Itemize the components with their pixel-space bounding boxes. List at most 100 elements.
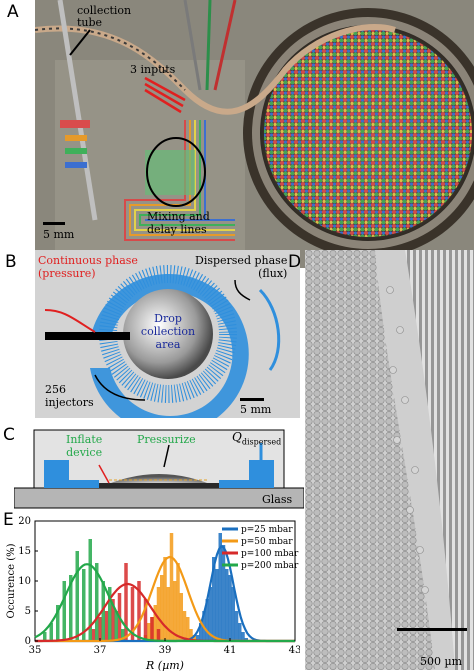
bar-3-9 bbox=[101, 581, 105, 641]
bar-1-6 bbox=[163, 557, 167, 641]
y-tick-label: 0 bbox=[25, 636, 31, 647]
panel-a-label: A bbox=[7, 2, 19, 22]
bar-0-14 bbox=[241, 632, 245, 641]
panel-d-micrograph bbox=[305, 250, 474, 670]
bar-0-13 bbox=[238, 623, 242, 641]
annotation-glass: Glass bbox=[262, 493, 293, 506]
x-ticks: 35 37 39 41 43 bbox=[29, 638, 300, 656]
annotation-pressurize: Pressurize bbox=[137, 433, 196, 446]
panel-a bbox=[35, 0, 474, 268]
bar-2-5 bbox=[124, 563, 128, 641]
panel-e-label: E bbox=[3, 510, 14, 530]
bar-1-14 bbox=[189, 629, 193, 641]
bar-3-8 bbox=[95, 563, 99, 641]
legend: p=25 mbar p=50 mbar p=100 mbar p=200 mbar bbox=[222, 525, 299, 571]
bar-3-11 bbox=[114, 611, 118, 641]
bar-0-10 bbox=[228, 575, 232, 641]
legend-label-2: p=100 mbar bbox=[241, 549, 299, 559]
bar-0-9 bbox=[225, 569, 229, 641]
x-tick-label: 37 bbox=[94, 645, 107, 656]
annotation-a-scale: 5 mm bbox=[43, 228, 75, 241]
bar-3-1 bbox=[49, 623, 53, 641]
bar-1-11 bbox=[179, 593, 183, 641]
bar-2-8 bbox=[143, 599, 148, 641]
panel-b-label: B bbox=[5, 252, 17, 272]
legend-label-1: p=50 mbar bbox=[241, 537, 293, 547]
bar-2-3 bbox=[111, 599, 115, 641]
bar-0-0 bbox=[195, 635, 200, 641]
bar-1-1 bbox=[147, 623, 151, 641]
bar-0-1 bbox=[199, 623, 203, 641]
x-tick-label: 35 bbox=[29, 645, 42, 656]
bar-2-10 bbox=[156, 629, 161, 641]
annotation-drop-area: Drop collection area bbox=[140, 312, 196, 351]
bar-2-2 bbox=[104, 611, 109, 641]
bar-3-4 bbox=[69, 575, 73, 641]
x-tick-label: 39 bbox=[159, 645, 172, 656]
panel-d-label: D bbox=[288, 252, 302, 272]
bar-2-9 bbox=[150, 617, 154, 641]
x-tick-label: 43 bbox=[289, 645, 300, 656]
annotation-injectors: 256 injectors bbox=[45, 383, 94, 409]
bar-1-3 bbox=[153, 605, 157, 641]
bar-3-6 bbox=[82, 569, 86, 641]
bar-3-5 bbox=[75, 551, 79, 641]
bar-1-12 bbox=[182, 611, 187, 641]
x-axis-label: R (µm) bbox=[145, 659, 184, 671]
panel-b bbox=[35, 250, 300, 418]
bar-0-5 bbox=[212, 557, 216, 641]
bar-1-5 bbox=[160, 575, 164, 641]
bar-3-12 bbox=[121, 629, 125, 641]
y-tick-label: 10 bbox=[18, 576, 31, 587]
bar-0-3 bbox=[205, 599, 209, 641]
annotation-d-scale: 500 µm bbox=[420, 655, 463, 668]
annotation-b-scale: 5 mm bbox=[240, 403, 272, 416]
bar-0-6 bbox=[215, 569, 219, 641]
annotation-continuous: Continuous phase (pressure) bbox=[38, 254, 138, 280]
annotation-q: Qdispersed bbox=[232, 430, 281, 446]
bar-0-4 bbox=[208, 587, 213, 641]
panel-c bbox=[13, 425, 305, 515]
bar-3-10 bbox=[108, 587, 112, 641]
panel-b-device bbox=[44, 265, 281, 418]
q-symbol: Q bbox=[232, 430, 242, 444]
bar-1-10 bbox=[176, 563, 180, 641]
bar-1-13 bbox=[186, 617, 190, 641]
bar-0-8 bbox=[221, 545, 226, 641]
bar-3-0 bbox=[43, 632, 47, 641]
bar-3-7 bbox=[88, 539, 92, 641]
panel-d bbox=[305, 250, 474, 670]
panel-c-diagram bbox=[13, 429, 305, 509]
bar-1-4 bbox=[156, 587, 161, 641]
bar-3-3 bbox=[62, 581, 66, 641]
y-tick-label: 15 bbox=[18, 546, 31, 557]
annotation-mixing: Mixing and delay lines bbox=[147, 210, 210, 236]
legend-label-3: p=200 mbar bbox=[241, 561, 299, 571]
annotation-collection-tube: collection tube bbox=[77, 4, 132, 29]
annotation-inflate: Inflate device bbox=[66, 433, 103, 459]
bar-1-8 bbox=[169, 533, 174, 641]
x-tick-label: 41 bbox=[224, 645, 237, 656]
annotation-dispersed: Dispersed phase (flux) bbox=[195, 254, 288, 280]
panel-c-label: C bbox=[3, 425, 15, 445]
bar-2-7 bbox=[137, 581, 141, 641]
bar-1-15 bbox=[192, 635, 196, 641]
panel-a-photo bbox=[35, 0, 474, 268]
bar-0-15 bbox=[244, 638, 248, 641]
y-ticks: 0 5 10 15 20 bbox=[18, 516, 38, 647]
y-tick-label: 5 bbox=[25, 606, 31, 617]
y-axis-label: Occurence (%) bbox=[6, 543, 17, 618]
bar-2-6 bbox=[130, 587, 135, 641]
annotation-inputs: 3 inputs bbox=[130, 63, 176, 76]
bar-0-7 bbox=[218, 533, 222, 641]
bar-2-0 bbox=[91, 629, 96, 641]
legend-label-0: p=25 mbar bbox=[241, 525, 293, 535]
y-tick-label: 20 bbox=[18, 516, 31, 527]
bar-2-1 bbox=[98, 617, 102, 641]
bar-1-9 bbox=[173, 581, 177, 641]
q-subscript: dispersed bbox=[241, 437, 282, 447]
bar-0-11 bbox=[231, 587, 235, 641]
bar-0-12 bbox=[234, 611, 239, 641]
bar-3-2 bbox=[56, 605, 60, 641]
